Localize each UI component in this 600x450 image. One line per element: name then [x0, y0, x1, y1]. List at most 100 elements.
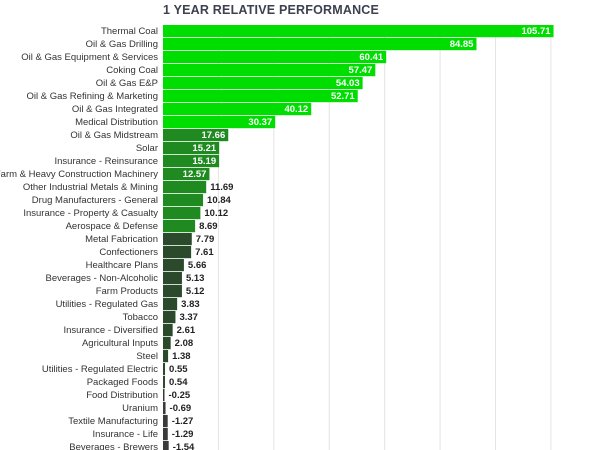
bar [163, 181, 207, 194]
category-label: Oil & Gas Integrated [72, 104, 158, 115]
bar [163, 220, 196, 233]
bar [163, 142, 220, 155]
category-label: Beverages - Non-Alcoholic [46, 273, 159, 284]
bar [163, 324, 173, 337]
value-label: 5.12 [186, 286, 205, 297]
bar [163, 155, 220, 168]
bar [163, 25, 554, 38]
bar [163, 38, 477, 51]
value-label: 7.61 [195, 247, 214, 258]
bar [163, 441, 169, 450]
bar [163, 259, 184, 272]
bar [163, 194, 204, 207]
bar [163, 246, 192, 259]
category-label: Oil & Gas Drilling [86, 39, 158, 50]
value-label: -0.69 [170, 403, 192, 414]
category-label: Farm & Heavy Construction Machinery [0, 169, 158, 180]
bar [163, 129, 229, 142]
category-label: Food Distribution [86, 390, 158, 401]
bar [163, 207, 201, 220]
bar [163, 415, 168, 428]
value-label: 0.54 [169, 377, 188, 388]
category-label: Aerospace & Defense [66, 221, 158, 232]
category-label: Solar [136, 143, 158, 154]
value-label: -0.25 [169, 390, 191, 401]
category-label: Insurance - Life [93, 429, 158, 440]
bar [163, 77, 363, 90]
value-label: 84.85 [450, 39, 474, 50]
value-label: 60.41 [359, 52, 383, 63]
value-label: -1.27 [172, 416, 194, 427]
value-label: 3.83 [181, 299, 200, 310]
bar [163, 51, 387, 64]
value-label: 10.84 [207, 195, 231, 206]
category-label: Healthcare Plans [86, 260, 159, 271]
bar [163, 90, 358, 103]
bar [163, 116, 276, 129]
value-label: 12.57 [183, 169, 207, 180]
value-label: 17.66 [201, 130, 225, 141]
category-label: Steel [136, 351, 158, 362]
category-label: Uranium [122, 403, 158, 414]
bar [163, 233, 192, 246]
value-label: 57.47 [349, 65, 373, 76]
value-label: 5.66 [188, 260, 207, 271]
bar [163, 103, 312, 116]
category-label: Medical Distribution [75, 117, 158, 128]
category-label: Insurance - Property & Casualty [23, 208, 158, 219]
category-label: Textile Manufacturing [68, 416, 158, 427]
value-label: 40.12 [284, 104, 308, 115]
value-label: 105.71 [521, 26, 551, 37]
value-label: 54.03 [336, 78, 360, 89]
bar [163, 311, 176, 324]
category-label: Farm Products [96, 286, 159, 297]
value-label: 2.61 [177, 325, 196, 336]
value-label: -1.29 [172, 429, 194, 440]
value-label: 7.79 [196, 234, 215, 245]
category-label: Oil & Gas Equipment & Services [21, 52, 158, 63]
value-label: 0.55 [169, 364, 188, 375]
bar [163, 402, 166, 415]
category-label: Thermal Coal [101, 26, 158, 37]
category-label: Tobacco [123, 312, 158, 323]
bar [163, 168, 210, 181]
grid-lines [217, 25, 552, 450]
value-label: -1.54 [173, 442, 195, 450]
category-label: Oil & Gas Midstream [70, 130, 158, 141]
bar [163, 363, 166, 376]
category-label: Agricultural Inputs [82, 338, 158, 349]
chart-title: 1 YEAR RELATIVE PERFORMANCE [163, 3, 380, 17]
category-label: Beverages - Brewers [69, 442, 158, 450]
value-label: 3.37 [179, 312, 198, 323]
category-label: Oil & Gas E&P [96, 78, 158, 89]
value-label: 8.69 [199, 221, 218, 232]
category-label: Confectioners [99, 247, 158, 258]
category-label: Packaged Foods [87, 377, 159, 388]
value-label: 52.71 [331, 91, 355, 102]
category-label: Drug Manufacturers - General [32, 195, 158, 206]
bar [163, 285, 182, 298]
bar [163, 376, 165, 389]
category-label: Utilities - Regulated Electric [42, 364, 158, 375]
category-label: Other Industrial Metals & Mining [23, 182, 158, 193]
value-label: 1.38 [172, 351, 191, 362]
category-label: Utilities - Regulated Gas [56, 299, 159, 310]
bar [163, 428, 168, 441]
category-label: Insurance - Diversified [63, 325, 158, 336]
value-label: 5.13 [186, 273, 205, 284]
bar [163, 64, 376, 77]
value-label: 30.37 [248, 117, 272, 128]
bar [163, 337, 171, 350]
value-label: 2.08 [175, 338, 194, 349]
bar [163, 298, 178, 311]
category-label: Coking Coal [106, 65, 158, 76]
bar [163, 389, 165, 402]
value-label: 11.69 [210, 182, 233, 193]
value-label: 15.19 [192, 156, 216, 167]
value-label: 15.21 [192, 143, 216, 154]
bar [163, 350, 169, 363]
value-label: 10.12 [204, 208, 228, 219]
category-label: Oil & Gas Refining & Marketing [27, 91, 158, 102]
category-label: Insurance - Reinsurance [55, 156, 159, 167]
